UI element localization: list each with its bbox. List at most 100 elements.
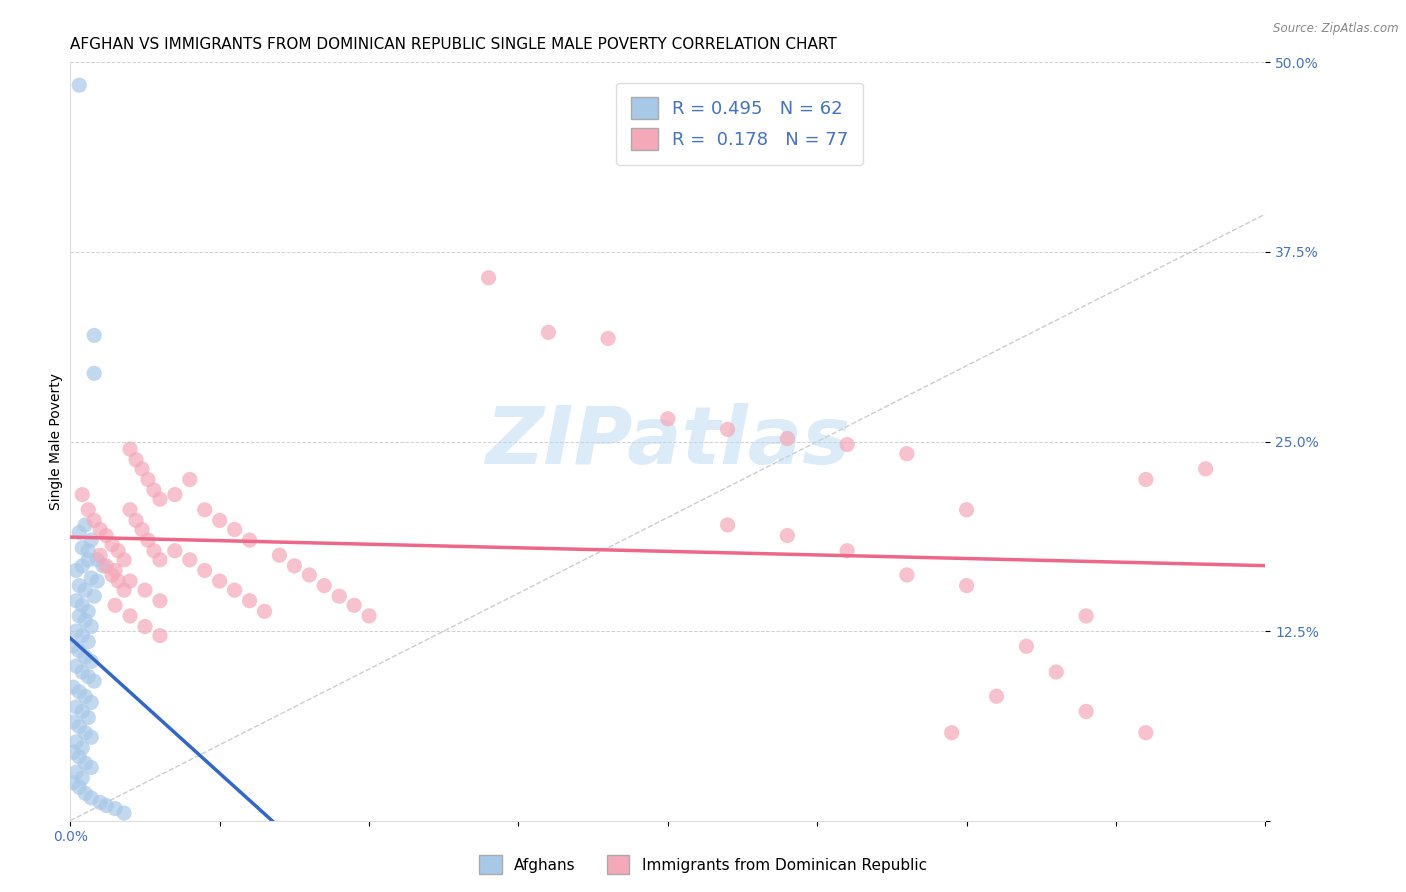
Point [80,619,103,633]
Point [598,331,620,345]
Point [343,599,366,613]
Point [143,543,166,558]
Point [77,543,100,558]
Point [134,583,156,598]
Point [143,483,166,497]
Point [131,462,153,476]
Point [253,604,276,618]
Point [77,710,100,724]
Point [717,422,740,436]
Point [77,634,100,648]
Point [478,270,501,285]
Point [65,699,87,714]
Point [101,538,124,552]
Point [314,579,336,593]
Text: ZIPatlas: ZIPatlas [485,402,851,481]
Point [956,579,979,593]
Point [941,725,963,739]
Point [75,583,97,598]
Text: Source: ZipAtlas.com: Source: ZipAtlas.com [1274,22,1399,36]
Point [125,513,148,527]
Point [70,541,93,555]
Point [67,608,90,623]
Point [112,553,135,567]
Point [83,513,105,527]
Point [75,517,97,532]
Point [65,659,87,673]
Point [1076,608,1098,623]
Text: AFGHAN VS IMMIGRANTS FROM DOMINICAN REPUBLIC SINGLE MALE POVERTY CORRELATION CHA: AFGHAN VS IMMIGRANTS FROM DOMINICAN REPU… [70,37,837,52]
Point [112,583,135,598]
Point [65,765,87,780]
Point [62,715,84,730]
Point [67,720,90,734]
Point [80,760,103,774]
Point [75,756,97,770]
Point [75,649,97,664]
Point [70,487,93,501]
Point [837,437,859,451]
Point [776,528,799,542]
Point [136,473,159,487]
Point [837,543,859,558]
Point [136,533,159,548]
Point [70,771,93,785]
Point [149,594,172,608]
Point [96,798,118,813]
Point [125,452,148,467]
Point [149,492,172,507]
Point [239,533,262,548]
Point [62,776,84,790]
Point [107,543,129,558]
Point [776,432,799,446]
Point [179,553,201,567]
Point [70,629,93,643]
Point [283,558,305,573]
Point [65,594,87,608]
Point [67,525,90,540]
Point [1135,473,1157,487]
Legend: R = 0.495   N = 62, R =  0.178   N = 77: R = 0.495 N = 62, R = 0.178 N = 77 [616,83,863,165]
Point [67,644,90,658]
Point [956,503,979,517]
Point [67,750,90,764]
Point [62,639,84,653]
Point [1076,705,1098,719]
Point [67,685,90,699]
Point [194,564,217,578]
Point [89,548,111,563]
Point [328,589,350,603]
Point [269,548,291,563]
Point [70,740,93,755]
Point [77,503,100,517]
Point [224,583,246,598]
Point [717,517,740,532]
Point [89,523,111,537]
Point [65,624,87,639]
Point [657,412,679,426]
Point [112,806,135,821]
Point [75,786,97,800]
Point [80,533,103,548]
Point [120,503,141,517]
Point [163,487,186,501]
Point [89,796,111,810]
Point [1195,462,1218,476]
Point [80,730,103,744]
Point [163,543,186,558]
Point [77,669,100,683]
Point [298,568,321,582]
Point [1015,639,1038,653]
Point [101,568,124,582]
Point [359,608,381,623]
Point [75,690,97,704]
Point [83,674,105,689]
Point [149,553,172,567]
Point [1045,665,1067,679]
Point [104,599,127,613]
Point [70,599,93,613]
Point [104,801,127,815]
Point [83,366,105,380]
Point [67,579,90,593]
Point [208,574,231,588]
